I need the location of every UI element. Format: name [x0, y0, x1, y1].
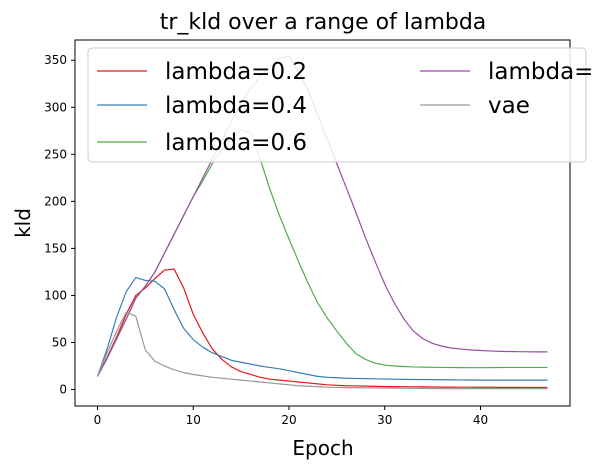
- chart-title: tr_kld over a range of lambda: [160, 10, 487, 35]
- series-lines: [96, 55, 548, 390]
- legend-label: vae: [488, 93, 530, 119]
- legend-label: lambda=0.4: [165, 93, 307, 119]
- legend-label: lambda=0.2: [165, 59, 307, 85]
- x-tick-label: 40: [473, 413, 488, 427]
- x-axis-ticks: 0 10 20 30 40: [94, 406, 488, 427]
- legend-items: lambda=0.2 lambda=0.4 lambda=0.6 lambda=0.8…: [97, 59, 595, 156]
- legend: lambda=0.2 lambda=0.4 lambda=0.6 lambda=0.8…: [87, 47, 595, 163]
- x-axis-title: Epoch: [292, 436, 353, 460]
- series-line-vae: [96, 311, 548, 390]
- y-tick-label: 300: [44, 100, 67, 114]
- y-tick-label: 0: [59, 383, 67, 397]
- x-tick-label: 20: [281, 413, 296, 427]
- y-tick-label: 100: [44, 288, 67, 302]
- x-tick-label: 0: [94, 413, 102, 427]
- y-tick-label: 250: [44, 147, 67, 161]
- legend-label: lambda=0.8: [488, 59, 595, 85]
- plot-frame: [74, 39, 571, 407]
- series-line-lambda-0-2: [96, 268, 548, 389]
- y-axis-ticks: 0 50 100 150 200 250 300 350: [44, 53, 75, 397]
- legend-label: lambda=0.6: [165, 130, 307, 156]
- legend-box: [87, 47, 587, 163]
- y-tick-label: 350: [44, 53, 67, 67]
- x-tick-label: 10: [186, 413, 201, 427]
- series-line-lambda-0-4: [96, 276, 548, 381]
- y-tick-label: 150: [44, 241, 67, 255]
- x-tick-label: 30: [377, 413, 392, 427]
- y-axis-title: kld: [11, 208, 35, 238]
- y-tick-label: 50: [52, 335, 67, 349]
- y-tick-label: 200: [44, 194, 67, 208]
